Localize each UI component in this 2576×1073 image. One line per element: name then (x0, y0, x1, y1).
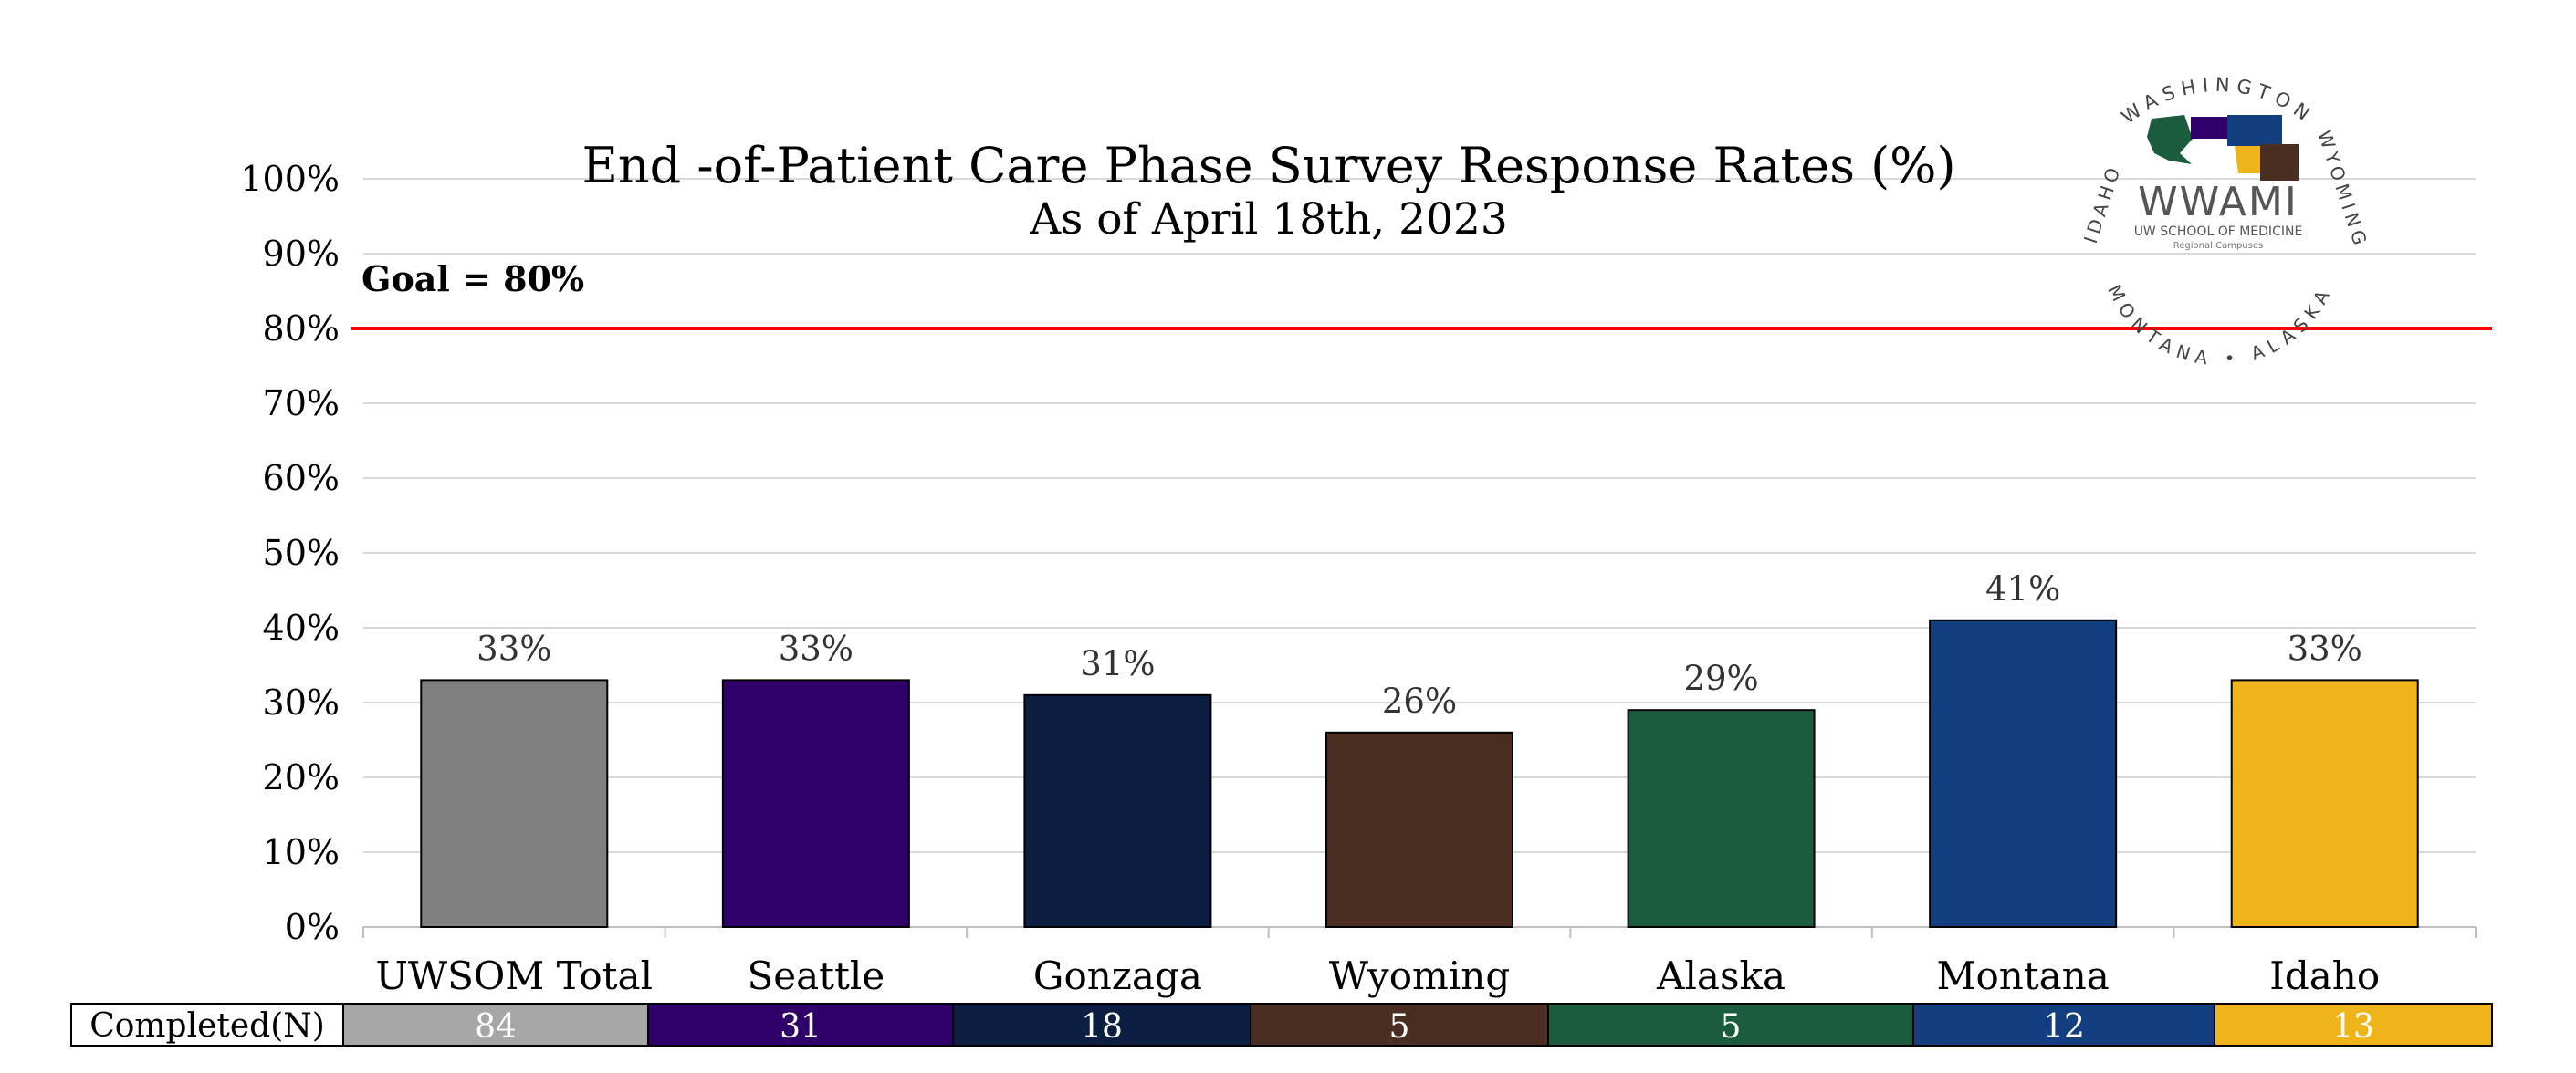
data-label: 31% (1080, 644, 1155, 683)
completed-table-header-cell (70, 1003, 344, 1047)
completed-value: 12 (2043, 1008, 2085, 1046)
logo-line1: UW SCHOOL OF MEDICINE (2134, 224, 2303, 239)
completed-cell (342, 1003, 649, 1047)
completed-table: Completed(N) 84 31 18 5 5 12 13 (70, 1003, 2493, 1047)
y-axis-ticks: 0% 10% 20% 30% 40% 50% 60% 70% 80% 90% 100% (240, 159, 340, 947)
logo-arc-right: WYOMING (2313, 128, 2372, 252)
bars: 33% UWSOM Total 33% Seattle 31% Gonzaga 26% Wyo… (362, 569, 2477, 998)
data-label: 33% (2288, 629, 2362, 668)
completed-cell (1547, 1003, 1914, 1047)
x-tick-label: Montana (1936, 953, 2109, 998)
logo-line2: Regional Campuses (2173, 241, 2263, 251)
y-tick-label: 0% (285, 907, 340, 947)
y-tick-label: 40% (263, 608, 340, 648)
completed-value: 5 (1721, 1008, 1742, 1046)
y-tick-label: 50% (263, 533, 340, 573)
completed-value: 13 (2332, 1008, 2374, 1046)
bar (1929, 619, 2118, 928)
bar (1627, 709, 1816, 929)
x-tick-label: Wyoming (1329, 953, 1510, 998)
completed-table-header: Completed(N) (89, 1007, 325, 1045)
y-tick-label: 10% (263, 832, 340, 872)
data-label: 33% (476, 629, 551, 668)
bar (420, 679, 609, 929)
bar (1023, 693, 1212, 928)
x-tick-label: Alaska (1656, 953, 1785, 998)
y-tick-label: 90% (263, 234, 340, 274)
data-label: 29% (1683, 659, 1758, 698)
y-tick-label: 70% (263, 383, 340, 423)
chart-title: End -of-Patient Care Phase Survey Respon… (581, 137, 1955, 194)
x-tick-label: Seattle (747, 953, 885, 998)
bar (2230, 679, 2419, 929)
completed-cell (2214, 1003, 2493, 1047)
bar (721, 679, 910, 929)
y-tick-label: 30% (263, 682, 340, 723)
completed-value: 5 (1389, 1008, 1410, 1046)
y-tick-label: 100% (240, 159, 340, 199)
logo-arc-bottom: MONTANA • ALASKA (2103, 281, 2337, 370)
completed-cell (647, 1003, 954, 1047)
wwami-logo: WASHINGTON MONTANA • ALASKA IDAHO WYOMIN… (2079, 74, 2372, 370)
completed-value: 18 (1081, 1008, 1123, 1046)
x-tick-label: Gonzaga (1033, 953, 1202, 998)
data-label: 33% (779, 629, 853, 668)
y-tick-label: 60% (263, 458, 340, 498)
data-label: 41% (1985, 569, 2060, 609)
completed-value: 84 (475, 1008, 517, 1046)
completed-value: 31 (780, 1008, 822, 1046)
bar (1325, 731, 1513, 928)
goal-line-group: Goal = 80% (351, 258, 2492, 330)
y-tick-label: 20% (263, 757, 340, 797)
x-tick-label: Idaho (2269, 953, 2380, 998)
x-tick-label: UWSOM Total (376, 953, 654, 998)
goal-label: Goal = 80% (361, 258, 584, 299)
y-tick-label: 80% (263, 308, 340, 349)
chart-subtitle: As of April 18th, 2023 (1029, 194, 1508, 245)
data-label: 26% (1382, 682, 1457, 721)
states-map-icon (2147, 115, 2299, 181)
logo-arc-left: IDAHO (2079, 161, 2126, 245)
logo-name: WWAMI (2138, 179, 2299, 225)
